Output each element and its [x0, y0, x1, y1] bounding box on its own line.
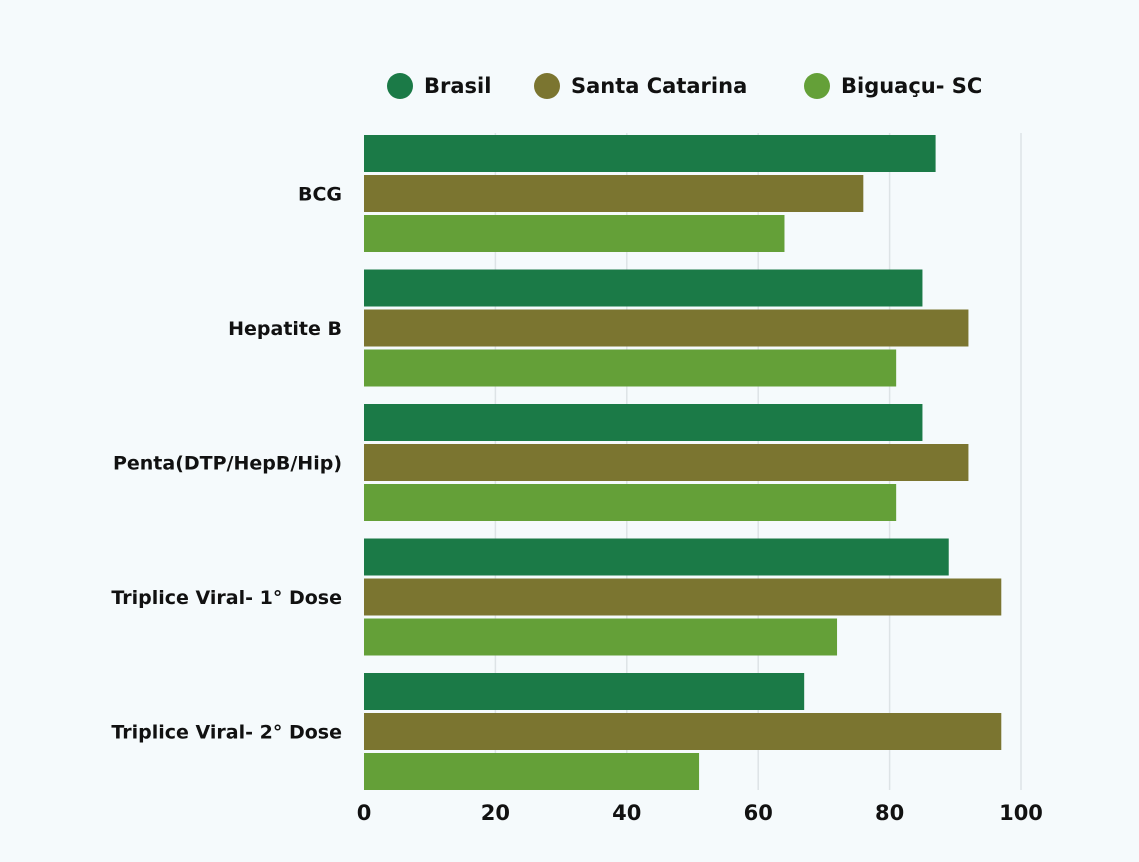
bar-brasil-1 [364, 269, 923, 307]
bar-bigua-u-sc-1 [364, 349, 897, 387]
bar-santa-catarina-2 [364, 444, 969, 481]
legend-label: Biguaçu- SC [841, 74, 982, 98]
legend: Brasil Santa Catarina Biguaçu- SC [387, 73, 982, 99]
bar-bigua-u-sc-3 [364, 618, 838, 656]
x-tick-label: 80 [875, 801, 904, 825]
x-tick-label: 40 [612, 801, 641, 825]
legend-item: Biguaçu- SC [804, 73, 982, 99]
bar-santa-catarina-0 [364, 175, 864, 212]
x-tick-label: 60 [744, 801, 773, 825]
category-label: Triplice Viral- 1° Dose [111, 587, 342, 609]
legend-marker [387, 73, 413, 99]
category-label: Hepatite B [228, 318, 342, 340]
legend-item: Santa Catarina [534, 73, 747, 99]
bar-bigua-u-sc-2 [364, 484, 897, 521]
bar-brasil-3 [364, 538, 949, 576]
legend-item: Brasil [387, 73, 491, 99]
x-tick-label: 0 [357, 801, 372, 825]
bar-bigua-u-sc-4 [364, 753, 700, 790]
x-tick-label: 20 [481, 801, 510, 825]
legend-marker [804, 73, 830, 99]
x-tick-label: 100 [999, 801, 1043, 825]
bar-santa-catarina-4 [364, 713, 1002, 750]
legend-label: Santa Catarina [571, 74, 747, 98]
legend-label: Brasil [424, 74, 491, 98]
bar-santa-catarina-3 [364, 578, 1002, 616]
category-label: Triplice Viral- 2° Dose [111, 722, 342, 744]
bar-brasil-4 [364, 673, 805, 710]
category-labels: BCG Hepatite B Penta(DTP/HepB/Hip) Triplice… [111, 184, 342, 744]
bars [364, 135, 1002, 790]
legend-marker [534, 73, 560, 99]
bar-santa-catarina-1 [364, 309, 969, 347]
bar-bigua-u-sc-0 [364, 215, 785, 252]
x-axis-ticks: 0 20 40 60 80 100 [357, 801, 1043, 825]
bar-brasil-2 [364, 404, 923, 441]
category-label: Penta(DTP/HepB/Hip) [113, 453, 342, 475]
category-label: BCG [298, 184, 342, 206]
bar-brasil-0 [364, 135, 936, 172]
